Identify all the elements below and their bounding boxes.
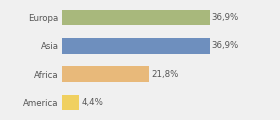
Text: 36,9%: 36,9%	[212, 13, 239, 22]
Text: 21,8%: 21,8%	[151, 70, 179, 79]
Bar	[62, 95, 79, 110]
Bar	[62, 38, 210, 54]
Bar	[62, 10, 210, 25]
Text: 36,9%: 36,9%	[212, 41, 239, 50]
Text: 4,4%: 4,4%	[81, 98, 103, 107]
Bar	[62, 66, 149, 82]
